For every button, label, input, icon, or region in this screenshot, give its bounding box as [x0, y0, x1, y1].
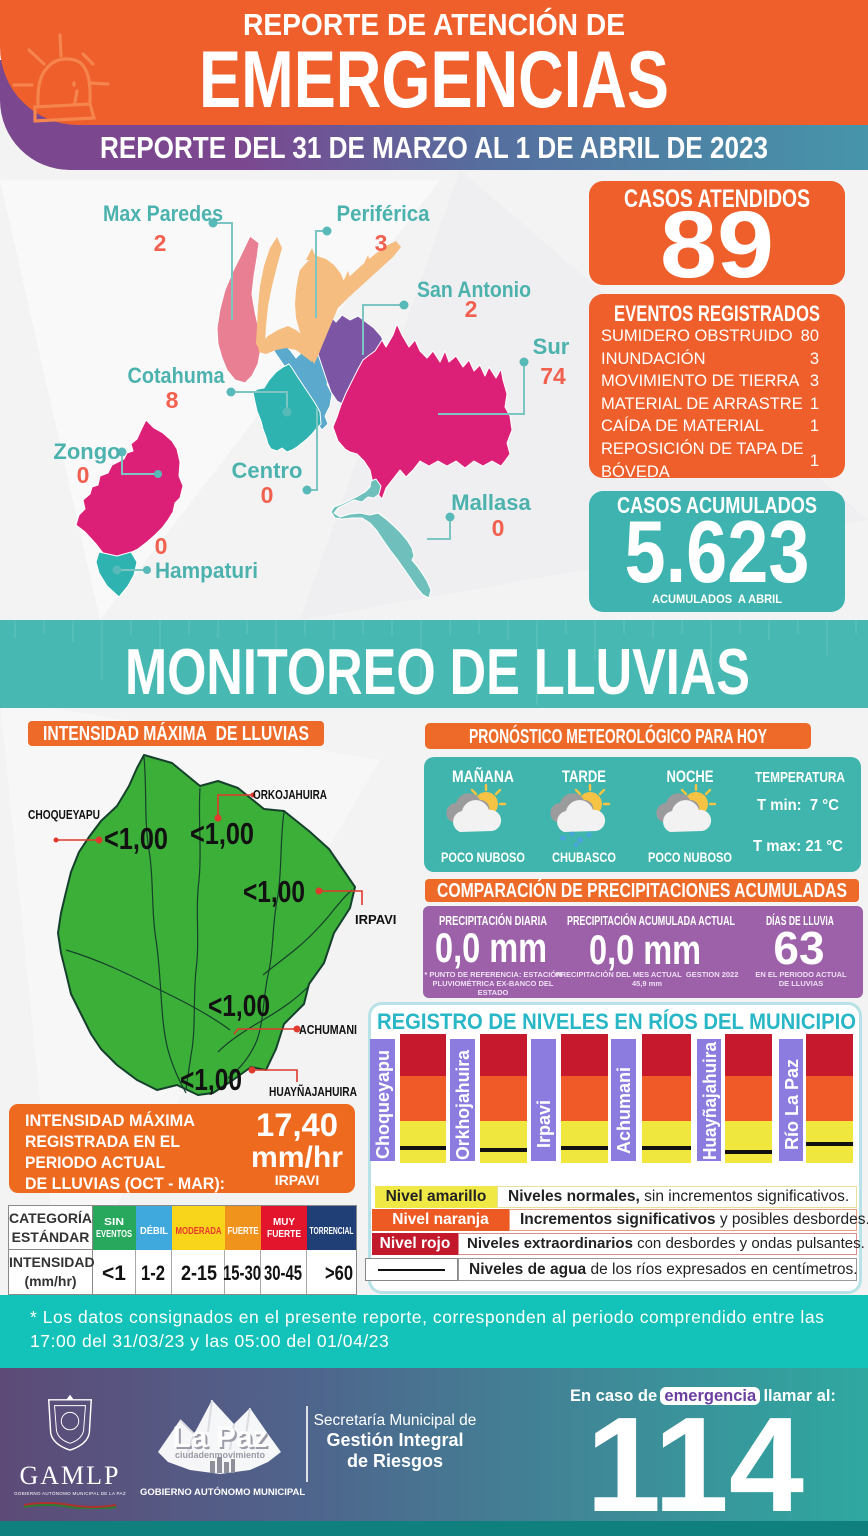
svg-text:T max: 21 °C: T max: 21 °C — [753, 838, 843, 855]
svg-text:SIN: SIN — [104, 1217, 124, 1228]
svg-text:<1,00: <1,00 — [104, 821, 168, 856]
svg-text:<1,00: <1,00 — [243, 874, 305, 909]
svg-text:FUERTE: FUERTE — [228, 1226, 259, 1237]
svg-text:FUERTE: FUERTE — [267, 1229, 301, 1240]
svg-text:0: 0 — [492, 515, 505, 541]
svg-text:0: 0 — [155, 533, 168, 559]
svg-text:<1,00: <1,00 — [190, 816, 254, 851]
svg-text:EN EL PERIODO ACTUAL: EN EL PERIODO ACTUAL — [755, 970, 847, 979]
svg-text:Río La Paz: Río La Paz — [782, 1059, 802, 1150]
svg-text:Zongo: Zongo — [53, 439, 120, 464]
svg-text:ORKOJAHUIRA: ORKOJAHUIRA — [253, 787, 327, 802]
svg-text:DE LLUVIAS: DE LLUVIAS — [779, 979, 824, 988]
svg-text:Orkhojahuira: Orkhojahuira — [453, 1049, 473, 1160]
svg-text:POCO NUBOSO: POCO NUBOSO — [648, 850, 732, 865]
svg-text:Choqueyapu: Choqueyapu — [373, 1050, 393, 1159]
svg-text:PRECIPITACIÓN DEL MES ACTUAL: PRECIPITACIÓN DEL MES ACTUAL GESTION 202… — [556, 970, 739, 979]
svg-text:MONITOREO DE LLUVIAS: MONITOREO DE LLUVIAS — [125, 635, 750, 708]
svg-text:ESTADO: ESTADO — [478, 988, 509, 997]
svg-text:15-30: 15-30 — [223, 1262, 261, 1285]
svg-text:8: 8 — [166, 387, 179, 413]
svg-text:TEMPERATURA: TEMPERATURA — [755, 769, 845, 786]
svg-text:<1,00: <1,00 — [180, 1062, 242, 1097]
svg-text:0: 0 — [77, 462, 90, 488]
svg-text:EMERGENCIAS: EMERGENCIAS — [199, 35, 669, 125]
svg-text:2: 2 — [465, 296, 478, 322]
svg-text:INTENSIDAD MÁXIMA: INTENSIDAD MÁXIMA — [25, 1111, 195, 1130]
svg-text:EVENTOS: EVENTOS — [96, 1229, 132, 1240]
svg-text:Huayñajahuira: Huayñajahuira — [700, 1041, 720, 1160]
svg-text:0,0 mm: 0,0 mm — [435, 924, 547, 971]
svg-text:30-45: 30-45 — [264, 1262, 302, 1285]
svg-text:Centro: Centro — [232, 458, 303, 483]
svg-text:74: 74 — [540, 363, 566, 389]
svg-text:EVENTOS REGISTRADOS: EVENTOS REGISTRADOS — [614, 301, 820, 326]
svg-text:La Paz: La Paz — [174, 1423, 269, 1456]
svg-text:T min: 7 °C: T min: 7 °C — [757, 797, 839, 814]
svg-text:1-2: 1-2 — [141, 1262, 165, 1285]
svg-text:89: 89 — [660, 192, 774, 298]
svg-text:>60: >60 — [325, 1262, 353, 1285]
svg-text:CHUBASCO: CHUBASCO — [552, 850, 616, 865]
svg-text:TARDE: TARDE — [562, 767, 606, 786]
svg-text:PRECIPITACIÓN ACUMULADA ACTUAL: PRECIPITACIÓN ACUMULADA ACTUAL — [567, 913, 735, 928]
svg-text:MAÑANA: MAÑANA — [452, 766, 514, 786]
svg-text:MUY: MUY — [273, 1217, 295, 1228]
svg-text:2: 2 — [154, 230, 167, 256]
svg-text:Cotahuma: Cotahuma — [128, 363, 226, 388]
svg-text:PRECIPITACIÓN DIARIA: PRECIPITACIÓN DIARIA — [439, 913, 547, 928]
svg-text:ACUMULADOS A ABRIL: ACUMULADOS A ABRIL — [652, 594, 782, 606]
svg-text:PLUVIOMÉTRICA EX-BANCO DEL: PLUVIOMÉTRICA EX-BANCO DEL — [433, 979, 554, 988]
svg-text:La Paz: La Paz — [172, 1421, 267, 1454]
svg-text:HUAYÑAJAHUIRA: HUAYÑAJAHUIRA — [269, 1084, 357, 1099]
svg-text:REGISTRADA EN EL: REGISTRADA EN EL — [25, 1132, 180, 1151]
svg-text:PERIODO ACTUAL: PERIODO ACTUAL — [25, 1153, 165, 1172]
svg-text:Hampaturi: Hampaturi — [155, 558, 258, 583]
svg-text:REPORTE DEL 31 DE MARZO AL 1 D: REPORTE DEL 31 DE MARZO AL 1 DE ABRIL DE… — [100, 130, 768, 165]
svg-text:114: 114 — [586, 1398, 804, 1523]
svg-text:DÍAS DE LLUVIA: DÍAS DE LLUVIA — [766, 913, 834, 928]
svg-text:COMPARACIÓN DE PRECIPITACIONES: COMPARACIÓN DE PRECIPITACIONES ACUMULADA… — [437, 879, 847, 902]
svg-text:IRPAVI: IRPAVI — [275, 1172, 320, 1188]
svg-text:IRPAVI: IRPAVI — [355, 912, 396, 927]
svg-text:PRONÓSTICO METEOROLÓGICO PARA: PRONÓSTICO METEOROLÓGICO PARA HOY — [469, 724, 767, 748]
svg-text:POCO NUBOSO: POCO NUBOSO — [441, 850, 525, 865]
svg-text:45,9 mm: 45,9 mm — [632, 979, 662, 988]
svg-text:* PUNTO DE REFERENCIA: ESTACIÓ: * PUNTO DE REFERENCIA: ESTACIÓN — [424, 970, 561, 979]
svg-text:5.623: 5.623 — [625, 502, 810, 601]
svg-text:CASOS ACUMULADOS: CASOS ACUMULADOS — [617, 492, 817, 518]
svg-text:ciudadenmovimiento: ciudadenmovimiento — [174, 1450, 265, 1460]
svg-text:DE LLUVIAS (OCT - MAR):: DE LLUVIAS (OCT - MAR): — [25, 1174, 225, 1193]
svg-text:DÉBIL: DÉBIL — [140, 1224, 168, 1237]
svg-text:Periférica: Periférica — [337, 201, 431, 226]
svg-text:ACHUMANI: ACHUMANI — [299, 1022, 357, 1037]
svg-text:Achumani: Achumani — [614, 1067, 634, 1154]
svg-text:mm/hr: mm/hr — [251, 1141, 343, 1174]
svg-text:<1,00: <1,00 — [208, 988, 270, 1023]
svg-text:MODERADA: MODERADA — [176, 1226, 222, 1237]
svg-text:2-15: 2-15 — [181, 1262, 217, 1285]
svg-text:Sur: Sur — [533, 334, 570, 359]
svg-text:63: 63 — [773, 922, 824, 974]
svg-text:TORRENCIAL: TORRENCIAL — [310, 1226, 354, 1237]
svg-text:Mallasa: Mallasa — [451, 490, 531, 515]
svg-text:Irpavi: Irpavi — [534, 1100, 554, 1148]
svg-text:CHOQUEYAPU: CHOQUEYAPU — [28, 807, 100, 822]
svg-text:REPORTE DE ATENCIÓN DE: REPORTE DE ATENCIÓN DE — [243, 6, 625, 42]
svg-text:INTENSIDAD MÁXIMA DE LLUVIAS: INTENSIDAD MÁXIMA DE LLUVIAS — [43, 722, 309, 745]
svg-text:0: 0 — [261, 482, 274, 508]
svg-text:Max Paredes: Max Paredes — [103, 201, 223, 226]
svg-text:<1: <1 — [102, 1262, 126, 1285]
svg-text:0,0 mm: 0,0 mm — [589, 926, 701, 973]
svg-text:San Antonio: San Antonio — [417, 277, 531, 302]
svg-text:3: 3 — [375, 230, 388, 256]
svg-text:17,40: 17,40 — [256, 1107, 338, 1143]
svg-text:CASOS ATENDIDOS: CASOS ATENDIDOS — [624, 185, 810, 213]
svg-text:REGISTRO DE NIVELES EN RÍOS DE: REGISTRO DE NIVELES EN RÍOS DEL MUNICIPI… — [377, 1009, 856, 1034]
svg-text:NOCHE: NOCHE — [667, 767, 714, 786]
